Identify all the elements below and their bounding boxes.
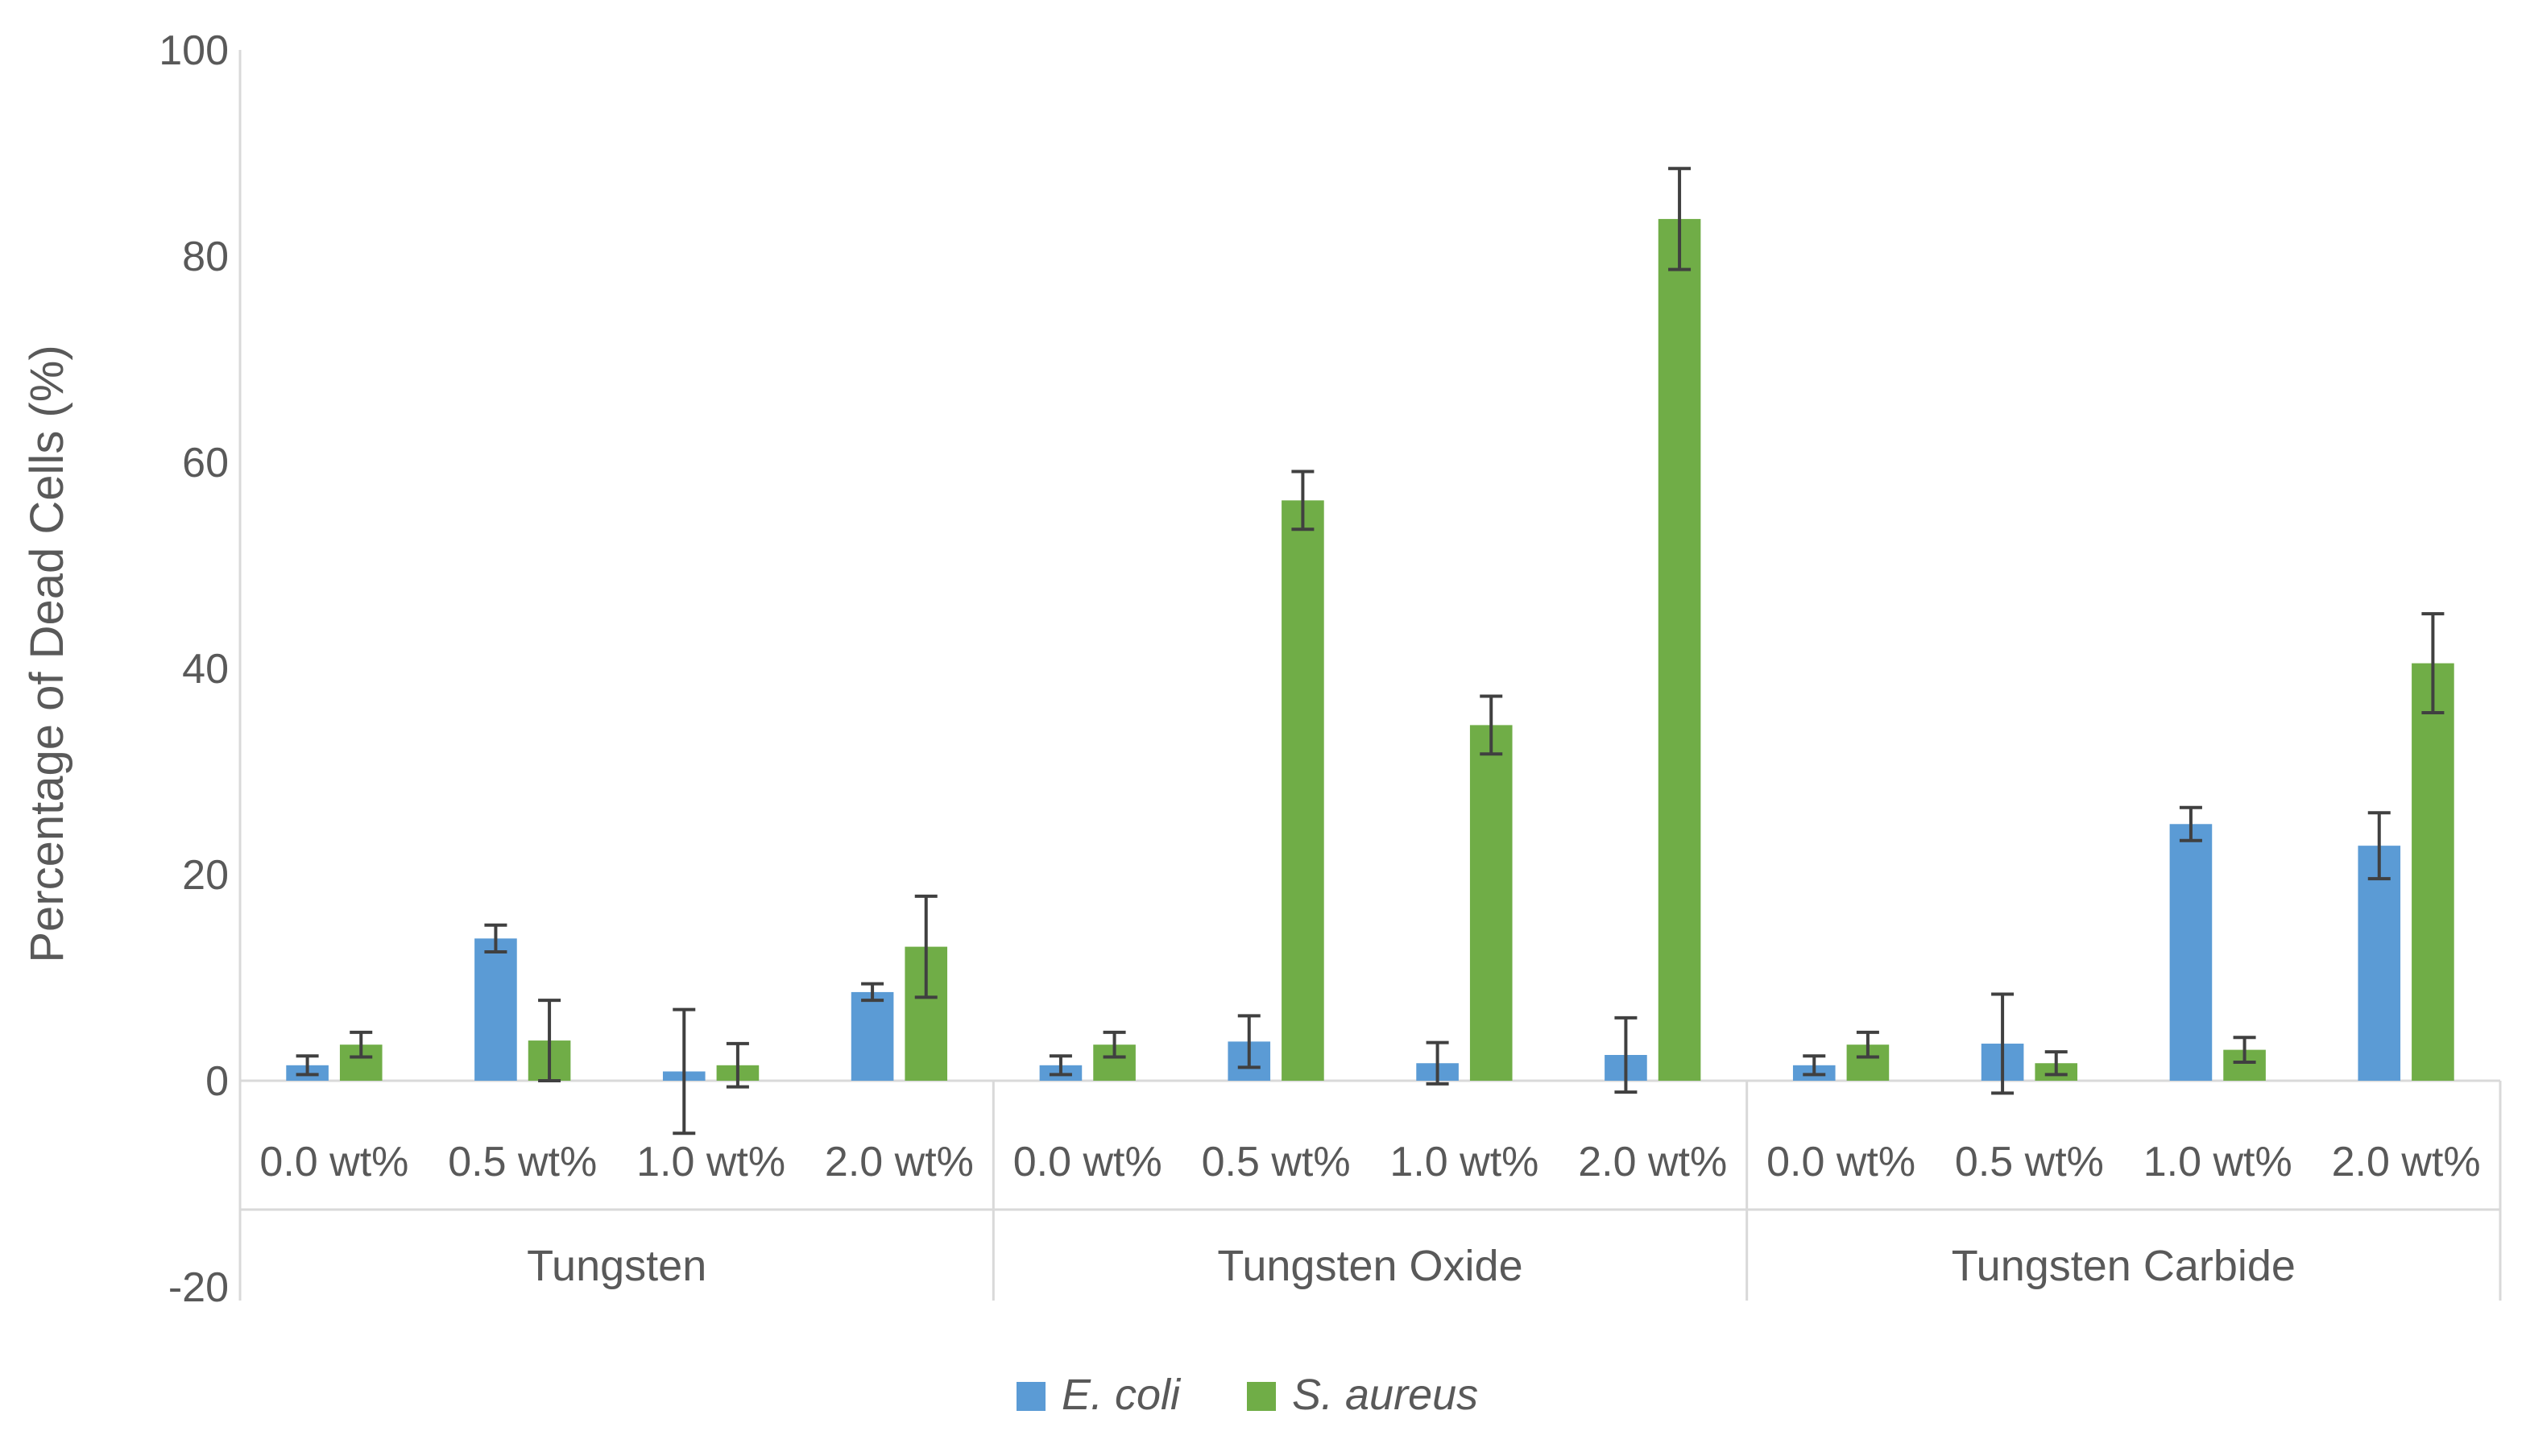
y-tick-label: 80 (182, 234, 229, 280)
error-bar (1803, 1054, 1826, 1077)
x-tick-label: 0.0 wt% (1013, 1139, 1162, 1185)
bars (286, 218, 2454, 1081)
y-tick-label: 60 (182, 440, 229, 486)
group-label: Tungsten (527, 1242, 706, 1290)
y-axis-title: Percentage of Dead Cells (%) (21, 345, 73, 962)
error-bar (2044, 1050, 2068, 1077)
error-bar (296, 1054, 319, 1077)
y-tick-label: 40 (182, 646, 229, 693)
bar-s-aureus (1282, 500, 1324, 1081)
error-bar (538, 999, 561, 1082)
error-bar (1291, 469, 1315, 532)
y-tick-label: 100 (159, 27, 229, 74)
error-bar (1668, 167, 1692, 271)
x-tick-label: 0.5 wt% (1202, 1139, 1351, 1185)
x-tick-label: 2.0 wt% (825, 1139, 974, 1185)
x-tick-label: 0.5 wt% (1955, 1139, 2104, 1185)
bar-s-aureus (1658, 218, 1701, 1081)
error-bar (1614, 1015, 1638, 1094)
x-tick-label: 1.0 wt% (2143, 1139, 2292, 1185)
error-bar (2367, 811, 2391, 881)
x-tick-label: 2.0 wt% (1578, 1139, 1727, 1185)
bar-s-aureus (2412, 663, 2454, 1081)
error-bar (914, 894, 938, 999)
error-bar (2179, 805, 2202, 842)
error-bar (1237, 1014, 1261, 1069)
error-bar (1480, 694, 1503, 756)
error-bar (2233, 1036, 2256, 1064)
error-bar (726, 1041, 749, 1089)
error-bars (296, 167, 2445, 1135)
legend: E. coli S. aureus (1017, 1371, 1478, 1419)
bar-e-coli (2169, 824, 2213, 1081)
y-tick-label: 0 (205, 1058, 229, 1105)
x-tick-label: 0.0 wt% (1766, 1139, 1915, 1185)
legend-swatch (1017, 1382, 1046, 1411)
error-bar (861, 982, 884, 1003)
error-bar (1426, 1040, 1449, 1086)
y-tick-label: 20 (182, 852, 229, 899)
bar-s-aureus (1469, 725, 1513, 1081)
error-bar (2421, 612, 2445, 715)
x-tick-label: 0.0 wt% (259, 1139, 408, 1185)
bar-e-coli (2358, 846, 2401, 1081)
x-tick-label: 0.5 wt% (448, 1139, 597, 1185)
group-label: Tungsten Carbide (1952, 1242, 2296, 1290)
error-bar (1856, 1030, 1879, 1059)
x-axis: 0.0 wt% 0.5 wt% 1.0 wt% 2.0 wt% Tungsten 0.0 … (238, 1079, 2502, 1301)
x-tick-label: 2.0 wt% (2332, 1139, 2481, 1185)
group-label: Tungsten Oxide (1217, 1242, 1522, 1290)
error-bar (350, 1030, 373, 1059)
y-tick-label: -20 (168, 1264, 229, 1311)
legend-label: S. aureus (1292, 1371, 1478, 1419)
legend-swatch (1247, 1382, 1276, 1411)
x-tick-label: 1.0 wt% (636, 1139, 785, 1185)
error-bar (1049, 1054, 1072, 1077)
bar-e-coli (474, 938, 517, 1081)
error-bar (1991, 992, 2015, 1095)
error-bar (484, 923, 507, 953)
y-axis: -20 0 20 40 60 80 100 (159, 27, 242, 1311)
bar-e-coli (851, 991, 894, 1081)
error-bar (1103, 1030, 1126, 1059)
error-bar (673, 1007, 696, 1135)
x-tick-label: 1.0 wt% (1389, 1139, 1538, 1185)
legend-label: E. coli (1062, 1371, 1182, 1419)
